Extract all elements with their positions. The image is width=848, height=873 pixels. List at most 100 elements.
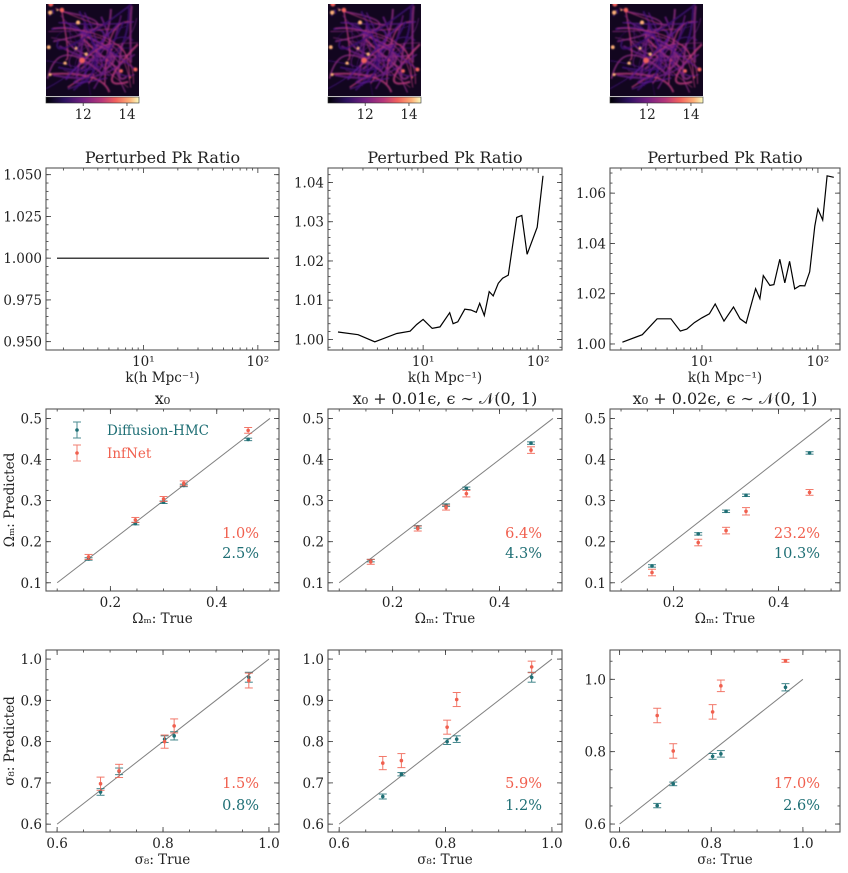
halo xyxy=(330,10,335,15)
halo xyxy=(612,4,618,7)
halo xyxy=(620,9,623,12)
data-point xyxy=(744,509,748,514)
infnet-series xyxy=(653,658,790,759)
plot-frame xyxy=(45,408,280,592)
panel-3-1: 0.6 0.8 1.0 0.6 0.7 0.8 0.9 1.0 σ₈: True σ₈: Pred… xyxy=(2,649,280,868)
filament xyxy=(65,22,120,80)
x-axis-label: k(h Mpc⁻¹) xyxy=(125,370,199,386)
filament xyxy=(620,4,697,50)
colorbar xyxy=(609,96,704,104)
y-tick-label: 0.2 xyxy=(585,535,606,551)
x-tick-label: 0.4 xyxy=(768,595,789,611)
y-tick-label: 0.3 xyxy=(21,494,42,510)
legend-label: InfNet xyxy=(107,446,152,462)
infnet-error-percent: 1.5% xyxy=(222,776,259,792)
identity-line xyxy=(620,418,832,584)
filament xyxy=(664,42,703,76)
data-point xyxy=(368,560,373,564)
data-point xyxy=(133,518,138,522)
y-tick-label: 0.6 xyxy=(303,817,324,833)
x-axis-label: Ωₘ: True xyxy=(132,611,192,627)
data-point xyxy=(117,769,121,773)
filament xyxy=(56,4,133,50)
data-point xyxy=(744,493,748,498)
y-tick-label: 0.7 xyxy=(303,776,324,792)
colorbar-tick-label: 14 xyxy=(400,107,417,123)
panel-title: Perturbed Pk Ratio xyxy=(647,148,802,167)
x-tick-label: 0.6 xyxy=(609,836,630,852)
data-point xyxy=(399,758,404,763)
filament xyxy=(52,30,91,96)
filament xyxy=(100,42,139,76)
y-tick-label: 0.5 xyxy=(585,411,606,427)
x-tick-label: 1.0 xyxy=(258,836,279,852)
data-point xyxy=(445,739,449,744)
colorbar xyxy=(45,96,140,104)
filament xyxy=(666,21,689,63)
x-axis-label: Ωₘ: True xyxy=(695,611,755,627)
x-tick-label: 10¹ xyxy=(412,354,435,370)
halo xyxy=(638,46,642,50)
data-point xyxy=(710,754,715,759)
panel-2-3: 0.2 0.4 0.1 0.2 0.3 0.4 0.5 x₀ + 0.02ϵ, ϵ ∼ 𝒩(0… xyxy=(585,389,841,627)
panel-1-2: 10¹ 10² 1.00 1.01 1.02 1.03 1.04 Perturbed Pk R… xyxy=(294,148,563,386)
y-tick-label: 0.9 xyxy=(21,693,42,709)
halo xyxy=(341,7,347,13)
halo xyxy=(84,52,88,56)
y-tick-label: 1.06 xyxy=(576,186,606,202)
data-point xyxy=(454,697,459,702)
filament xyxy=(347,22,402,80)
filament xyxy=(625,11,633,61)
legend: Diffusion-HMC InfNet xyxy=(73,421,209,462)
filament xyxy=(610,60,641,73)
infnet-error-percent: 6.4% xyxy=(505,526,542,542)
filament xyxy=(330,9,337,17)
filament xyxy=(53,27,134,85)
diffusion-hmc-error-percent: 0.8% xyxy=(222,798,259,814)
panel-1-1: 10¹ 10² 0.950 0.975 1.000 1.025 1.050 Perturbed… xyxy=(3,148,280,386)
infnet-series xyxy=(648,489,814,577)
data-point xyxy=(464,491,469,496)
y-tick-label: 0.8 xyxy=(585,745,606,761)
panel-2-1: 0.2 0.4 0.1 0.2 0.3 0.4 0.5 x₀ Ωₘ: True Ωₘ: Predi… xyxy=(2,389,280,627)
halo xyxy=(48,4,54,7)
y-tick-label: 0.5 xyxy=(303,411,324,427)
y-tick-label: 1.00 xyxy=(294,332,324,348)
diffusion-hmc-error-percent: 1.2% xyxy=(505,798,542,814)
ticks xyxy=(46,168,279,350)
infnet-series xyxy=(96,672,253,791)
y-tick-label: 1.0 xyxy=(585,672,606,688)
plot-frame xyxy=(327,167,563,351)
filament xyxy=(617,10,663,43)
plot-frame xyxy=(45,167,280,351)
y-tick-label: 0.3 xyxy=(303,494,324,510)
filament xyxy=(355,76,390,84)
halo xyxy=(356,46,360,50)
data-point xyxy=(445,725,449,729)
colorbar-tick-label: 14 xyxy=(118,107,135,123)
data-point xyxy=(464,486,469,491)
filament xyxy=(343,11,351,61)
data-point xyxy=(172,724,176,728)
y-tick-label: 1.04 xyxy=(576,236,606,252)
data-point xyxy=(710,710,715,714)
data-point xyxy=(671,782,676,786)
y-tick-label: 0.1 xyxy=(21,576,42,592)
halo xyxy=(612,73,616,77)
data-point xyxy=(671,749,676,753)
data-point xyxy=(655,803,659,808)
x-axis-label: σ₈: True xyxy=(417,852,473,868)
panel-title: x₀ xyxy=(155,389,170,408)
data-point xyxy=(246,428,250,433)
filament xyxy=(616,30,655,96)
x-axis-label: σ₈: True xyxy=(697,852,753,868)
pk-ratio-line xyxy=(337,175,544,343)
x-tick-label: 10² xyxy=(247,354,270,370)
legend-label: Diffusion-HMC xyxy=(107,423,209,439)
halo xyxy=(648,52,652,56)
halo xyxy=(683,69,687,73)
x-tick-label: 0.2 xyxy=(100,595,121,611)
filament xyxy=(384,21,407,63)
filament xyxy=(117,42,128,80)
halo xyxy=(75,20,81,25)
